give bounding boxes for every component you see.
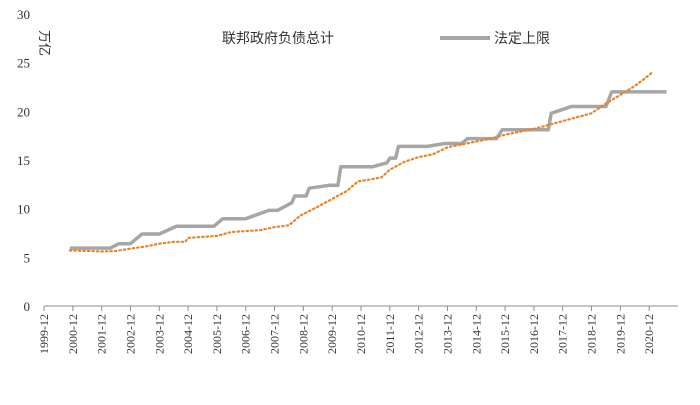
y-tick-label: 0 xyxy=(24,299,31,314)
x-tick-label: 2006-12 xyxy=(239,314,253,354)
x-tick-label: 2009-12 xyxy=(325,314,339,354)
x-tick-label: 2018-12 xyxy=(585,314,599,354)
x-tick-label: 2020-12 xyxy=(642,314,656,354)
y-unit-label: 万亿 xyxy=(37,30,52,56)
y-tick-label: 20 xyxy=(17,104,30,119)
chart-axes: 0 5 10 15 20 25 30 1999-12 2000-12 2001-12 2002-12… xyxy=(17,7,678,354)
y-tick-label: 5 xyxy=(24,250,31,265)
x-tick-label: 2019-12 xyxy=(613,314,627,354)
y-tick-label: 10 xyxy=(17,202,30,217)
x-tick-label: 2015-12 xyxy=(498,314,512,354)
x-tick-label: 1999-12 xyxy=(37,314,51,354)
x-tick-label: 2017-12 xyxy=(556,314,570,354)
x-tick-label: 2013-12 xyxy=(440,314,454,354)
x-tick-label: 2002-12 xyxy=(123,314,137,354)
x-tick-label: 2014-12 xyxy=(469,314,483,354)
x-tick-label: 2010-12 xyxy=(354,314,368,354)
x-tick-label: 2007-12 xyxy=(268,314,282,354)
y-tick-label: 30 xyxy=(17,7,30,22)
x-tick-label: 2016-12 xyxy=(527,314,541,354)
chart-legend: 联邦政府负债总计 法定上限 xyxy=(222,31,550,47)
legend-label-total-debt: 联邦政府负债总计 xyxy=(222,31,334,47)
series-line-debt-limit xyxy=(69,90,667,250)
x-tick-label: 2004-12 xyxy=(181,314,195,354)
x-tick-label: 2012-12 xyxy=(412,314,426,354)
series-line-total-debt xyxy=(68,71,654,253)
x-tick-label: 2003-12 xyxy=(152,314,166,354)
legend-label-debt-limit: 法定上限 xyxy=(494,31,550,47)
x-tick-label: 2005-12 xyxy=(210,314,224,354)
chart-series xyxy=(68,71,667,253)
y-tick-label: 25 xyxy=(17,56,30,71)
x-tick-label: 2000-12 xyxy=(66,314,80,354)
x-tick-label: 2008-12 xyxy=(296,314,310,354)
x-tick-label: 2001-12 xyxy=(95,314,109,354)
x-tick-label: 2011-12 xyxy=(383,314,397,354)
y-tick-label: 15 xyxy=(17,153,30,168)
